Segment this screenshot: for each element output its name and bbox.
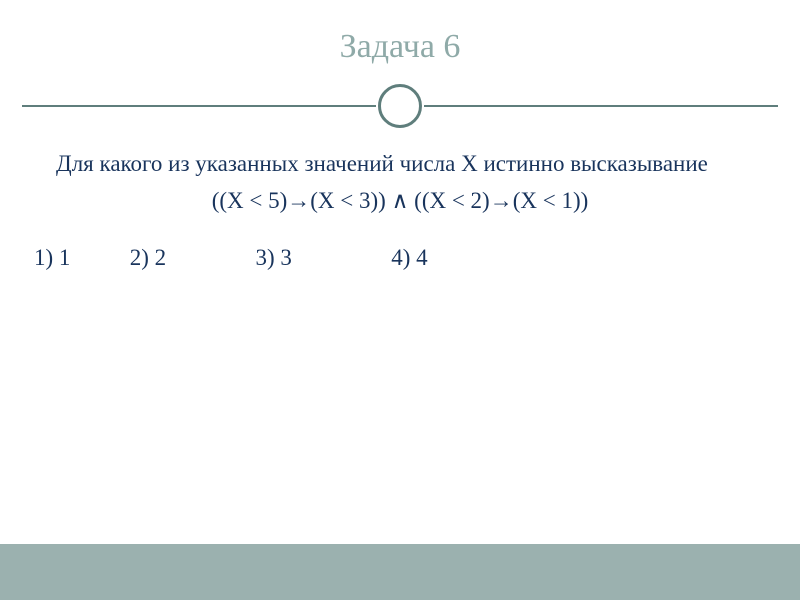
content-area: Для какого из указанных значений числа X… xyxy=(0,136,800,273)
option-2: 2) 2 xyxy=(130,242,250,273)
option-1: 1) 1 xyxy=(34,242,124,273)
slide: Задача 6 Для какого из указанных значени… xyxy=(0,0,800,600)
question-text: Для какого из указанных значений числа X… xyxy=(28,148,772,179)
footer-band xyxy=(0,544,800,600)
ornament-ring-wrap xyxy=(376,82,424,130)
option-3: 3) 3 xyxy=(256,242,386,273)
formula-text: ((X < 5)→(X < 3)) ∧ ((X < 2)→(X < 1)) xyxy=(28,185,772,216)
slide-title: Задача 6 xyxy=(0,0,800,66)
title-ornament xyxy=(0,76,800,136)
option-4: 4) 4 xyxy=(391,242,491,273)
answer-options: 1) 1 2) 2 3) 3 4) 4 xyxy=(28,242,772,273)
ornament-ring-inner xyxy=(386,92,414,120)
ornament-ring-outer xyxy=(378,84,422,128)
